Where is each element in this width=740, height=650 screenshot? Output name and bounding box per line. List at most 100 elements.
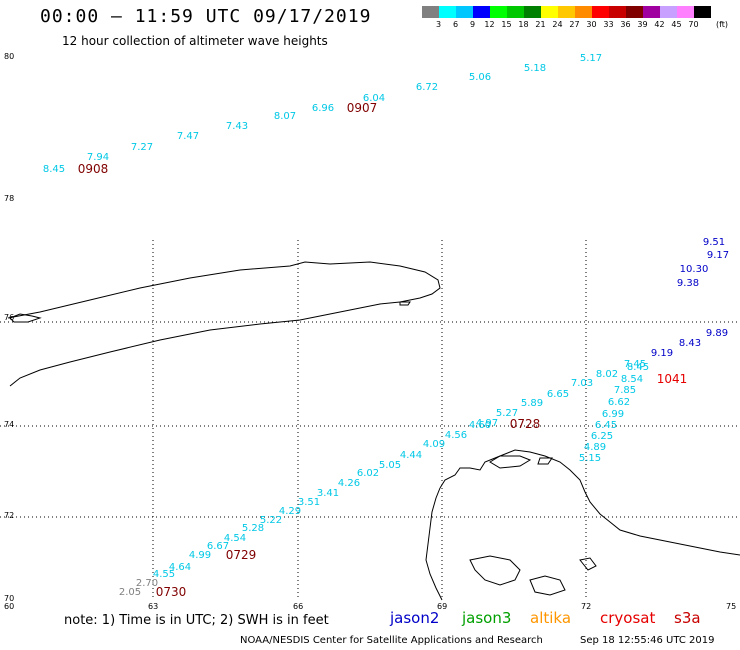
legend-label: 36 bbox=[620, 20, 631, 29]
wave-value: 4.26 bbox=[338, 478, 360, 489]
legend-swatch bbox=[439, 6, 456, 18]
legend-label: 30 bbox=[586, 20, 597, 29]
coastline bbox=[7, 261, 740, 601]
wave-value: 10.30 bbox=[680, 264, 709, 275]
coastline-islet bbox=[9, 313, 42, 323]
satellite-altika: altika bbox=[530, 609, 572, 627]
wave-value: 6.02 bbox=[357, 468, 379, 479]
legend-label: 33 bbox=[603, 20, 614, 29]
legend-swatch bbox=[575, 6, 592, 18]
wave-value: 4.97 bbox=[476, 418, 498, 429]
wave-value: 8.43 bbox=[679, 338, 701, 349]
legend-label: 39 bbox=[637, 20, 648, 29]
legend-swatch bbox=[592, 6, 609, 18]
legend-unit: (ft) bbox=[716, 20, 729, 29]
legend-swatch bbox=[473, 6, 490, 18]
wave-value: 7.45 bbox=[624, 359, 646, 370]
lat-label: 72 bbox=[4, 511, 15, 520]
page-title: 00:00 – 11:59 UTC 09/17/2019 bbox=[40, 6, 372, 27]
wave-value: 7.47 bbox=[177, 131, 199, 142]
wave-value: 6.45 bbox=[595, 420, 617, 431]
legend-label: 21 bbox=[535, 20, 546, 29]
wave-value: 5.89 bbox=[521, 398, 543, 409]
legend-label: 70 bbox=[688, 20, 699, 29]
wave-value: 3.51 bbox=[298, 497, 320, 508]
lon-label: 63 bbox=[148, 602, 159, 611]
wave-value: 5.27 bbox=[496, 408, 518, 419]
legend-swatch bbox=[626, 6, 643, 18]
lon-label: 69 bbox=[437, 602, 448, 611]
page-subtitle: 12 hour collection of altimeter wave hei… bbox=[62, 34, 328, 48]
coastline-islet bbox=[579, 557, 597, 571]
wave-value: 9.89 bbox=[706, 328, 728, 339]
coastline-islet bbox=[399, 301, 411, 306]
wave-value: 4.54 bbox=[224, 533, 246, 544]
satellite-s3a: s3a bbox=[674, 609, 701, 627]
lon-label: 66 bbox=[293, 602, 304, 611]
lat-label: 70 bbox=[4, 594, 15, 603]
wave-value: 7.85 bbox=[614, 385, 636, 396]
satellite-jason3: jason3 bbox=[462, 609, 512, 627]
wave-value: 5.18 bbox=[524, 63, 546, 74]
wave-value: 8.45 bbox=[627, 362, 649, 373]
legend-swatch bbox=[677, 6, 694, 18]
wave-value: 5.22 bbox=[260, 515, 282, 526]
wave-value: 3.41 bbox=[317, 488, 339, 499]
legend-label: 42 bbox=[654, 20, 665, 29]
wave-value: 5.05 bbox=[379, 460, 401, 471]
wave-value: 4.55 bbox=[153, 569, 175, 580]
wave-value: 8.02 bbox=[596, 369, 618, 380]
legend-swatch bbox=[422, 6, 439, 18]
wave-value: 8.45 bbox=[43, 164, 65, 175]
legend-label: 15 bbox=[501, 20, 512, 29]
wave-value: 9.51 bbox=[703, 237, 725, 248]
wave-value: 6.62 bbox=[608, 397, 630, 408]
wave-value: 9.38 bbox=[677, 278, 699, 289]
legend-label: 9 bbox=[469, 20, 476, 29]
wave-value: 4.09 bbox=[423, 439, 445, 450]
pass-time: 0907 bbox=[347, 101, 378, 115]
wave-value: 4.29 bbox=[279, 506, 301, 517]
lon-label: 75 bbox=[726, 602, 737, 611]
coastline-mainland bbox=[439, 449, 740, 556]
footer-note: note: 1) Time is in UTC; 2) SWH is in fe… bbox=[64, 613, 329, 628]
wave-value: 8.07 bbox=[274, 111, 296, 122]
wave-value: 8.54 bbox=[621, 374, 643, 385]
pass-time-labels: 0908 0907 1041 0728 0729 0730 bbox=[78, 101, 688, 599]
legend-label: 27 bbox=[569, 20, 580, 29]
wave-value: 9.17 bbox=[707, 250, 729, 261]
wave-value: 4.89 bbox=[584, 442, 606, 453]
lat-label: 78 bbox=[4, 194, 15, 203]
legend-swatch bbox=[507, 6, 524, 18]
wave-value: 6.65 bbox=[547, 389, 569, 400]
legend-swatch bbox=[660, 6, 677, 18]
wave-value: 6.99 bbox=[602, 409, 624, 420]
coastline-mainland-west bbox=[425, 487, 443, 601]
wave-height-labels: 8.45 7.94 7.27 7.47 7.43 8.07 6.96 6.04 … bbox=[43, 53, 729, 598]
wave-value: 4.60 bbox=[469, 420, 491, 431]
lat-label: 80 bbox=[4, 52, 15, 61]
legend-label: 18 bbox=[518, 20, 529, 29]
satellite-cryosat: cryosat bbox=[600, 609, 656, 627]
wave-value: 6.25 bbox=[591, 431, 613, 442]
lon-label: 60 bbox=[4, 602, 15, 611]
lon-label: 72 bbox=[581, 602, 592, 611]
legend-label: 6 bbox=[452, 20, 459, 29]
coastline-island-north bbox=[7, 261, 441, 387]
pass-time: 1041 bbox=[657, 372, 688, 386]
legend-label: 45 bbox=[671, 20, 682, 29]
wave-value: 9.19 bbox=[651, 348, 673, 359]
generated-timestamp: Sep 18 12:55:46 UTC 2019 bbox=[580, 635, 715, 646]
pass-time: 0728 bbox=[510, 417, 541, 431]
wave-value: 4.99 bbox=[189, 550, 211, 561]
wave-value: 4.56 bbox=[445, 430, 467, 441]
wave-value: 7.94 bbox=[87, 152, 109, 163]
wave-value: 5.15 bbox=[579, 453, 601, 464]
wave-value: 6.72 bbox=[416, 82, 438, 93]
legend-label: 24 bbox=[552, 20, 563, 29]
satellite-jason2: jason2 bbox=[390, 609, 440, 627]
legend-swatch bbox=[524, 6, 541, 18]
legend-swatch bbox=[694, 6, 711, 18]
